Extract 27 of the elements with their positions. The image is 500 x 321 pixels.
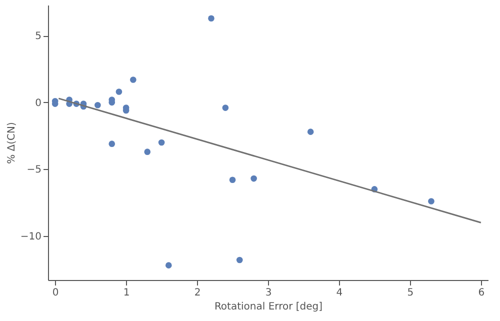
point [165,262,172,268]
point [229,176,236,184]
x-tick-label: 6 [478,288,485,298]
x-tick-label: 1 [123,288,130,298]
y-axis-title: % Δ(CN) [6,122,18,164]
y-tick-label: −10 [20,231,42,242]
x-axis-title: Rotational Error [deg] [214,302,323,312]
point [116,88,122,95]
point [222,104,229,111]
point [158,139,165,146]
point [130,76,136,83]
x-tick-label: 3 [265,288,272,298]
point [307,128,314,135]
point [144,148,151,155]
point [428,198,434,204]
x-tick-label: 5 [407,288,414,298]
point [250,175,257,182]
x-tick-label: 2 [194,288,201,298]
x-tick-label: 0 [52,288,59,298]
point [108,140,116,147]
point [94,102,101,108]
x-tick-label: 4 [336,288,343,298]
point [208,15,214,22]
y-tick-label: −5 [26,164,42,176]
y-tick-label: 0 [35,98,42,109]
y-tick-label: 5 [35,31,42,42]
point [236,256,243,264]
